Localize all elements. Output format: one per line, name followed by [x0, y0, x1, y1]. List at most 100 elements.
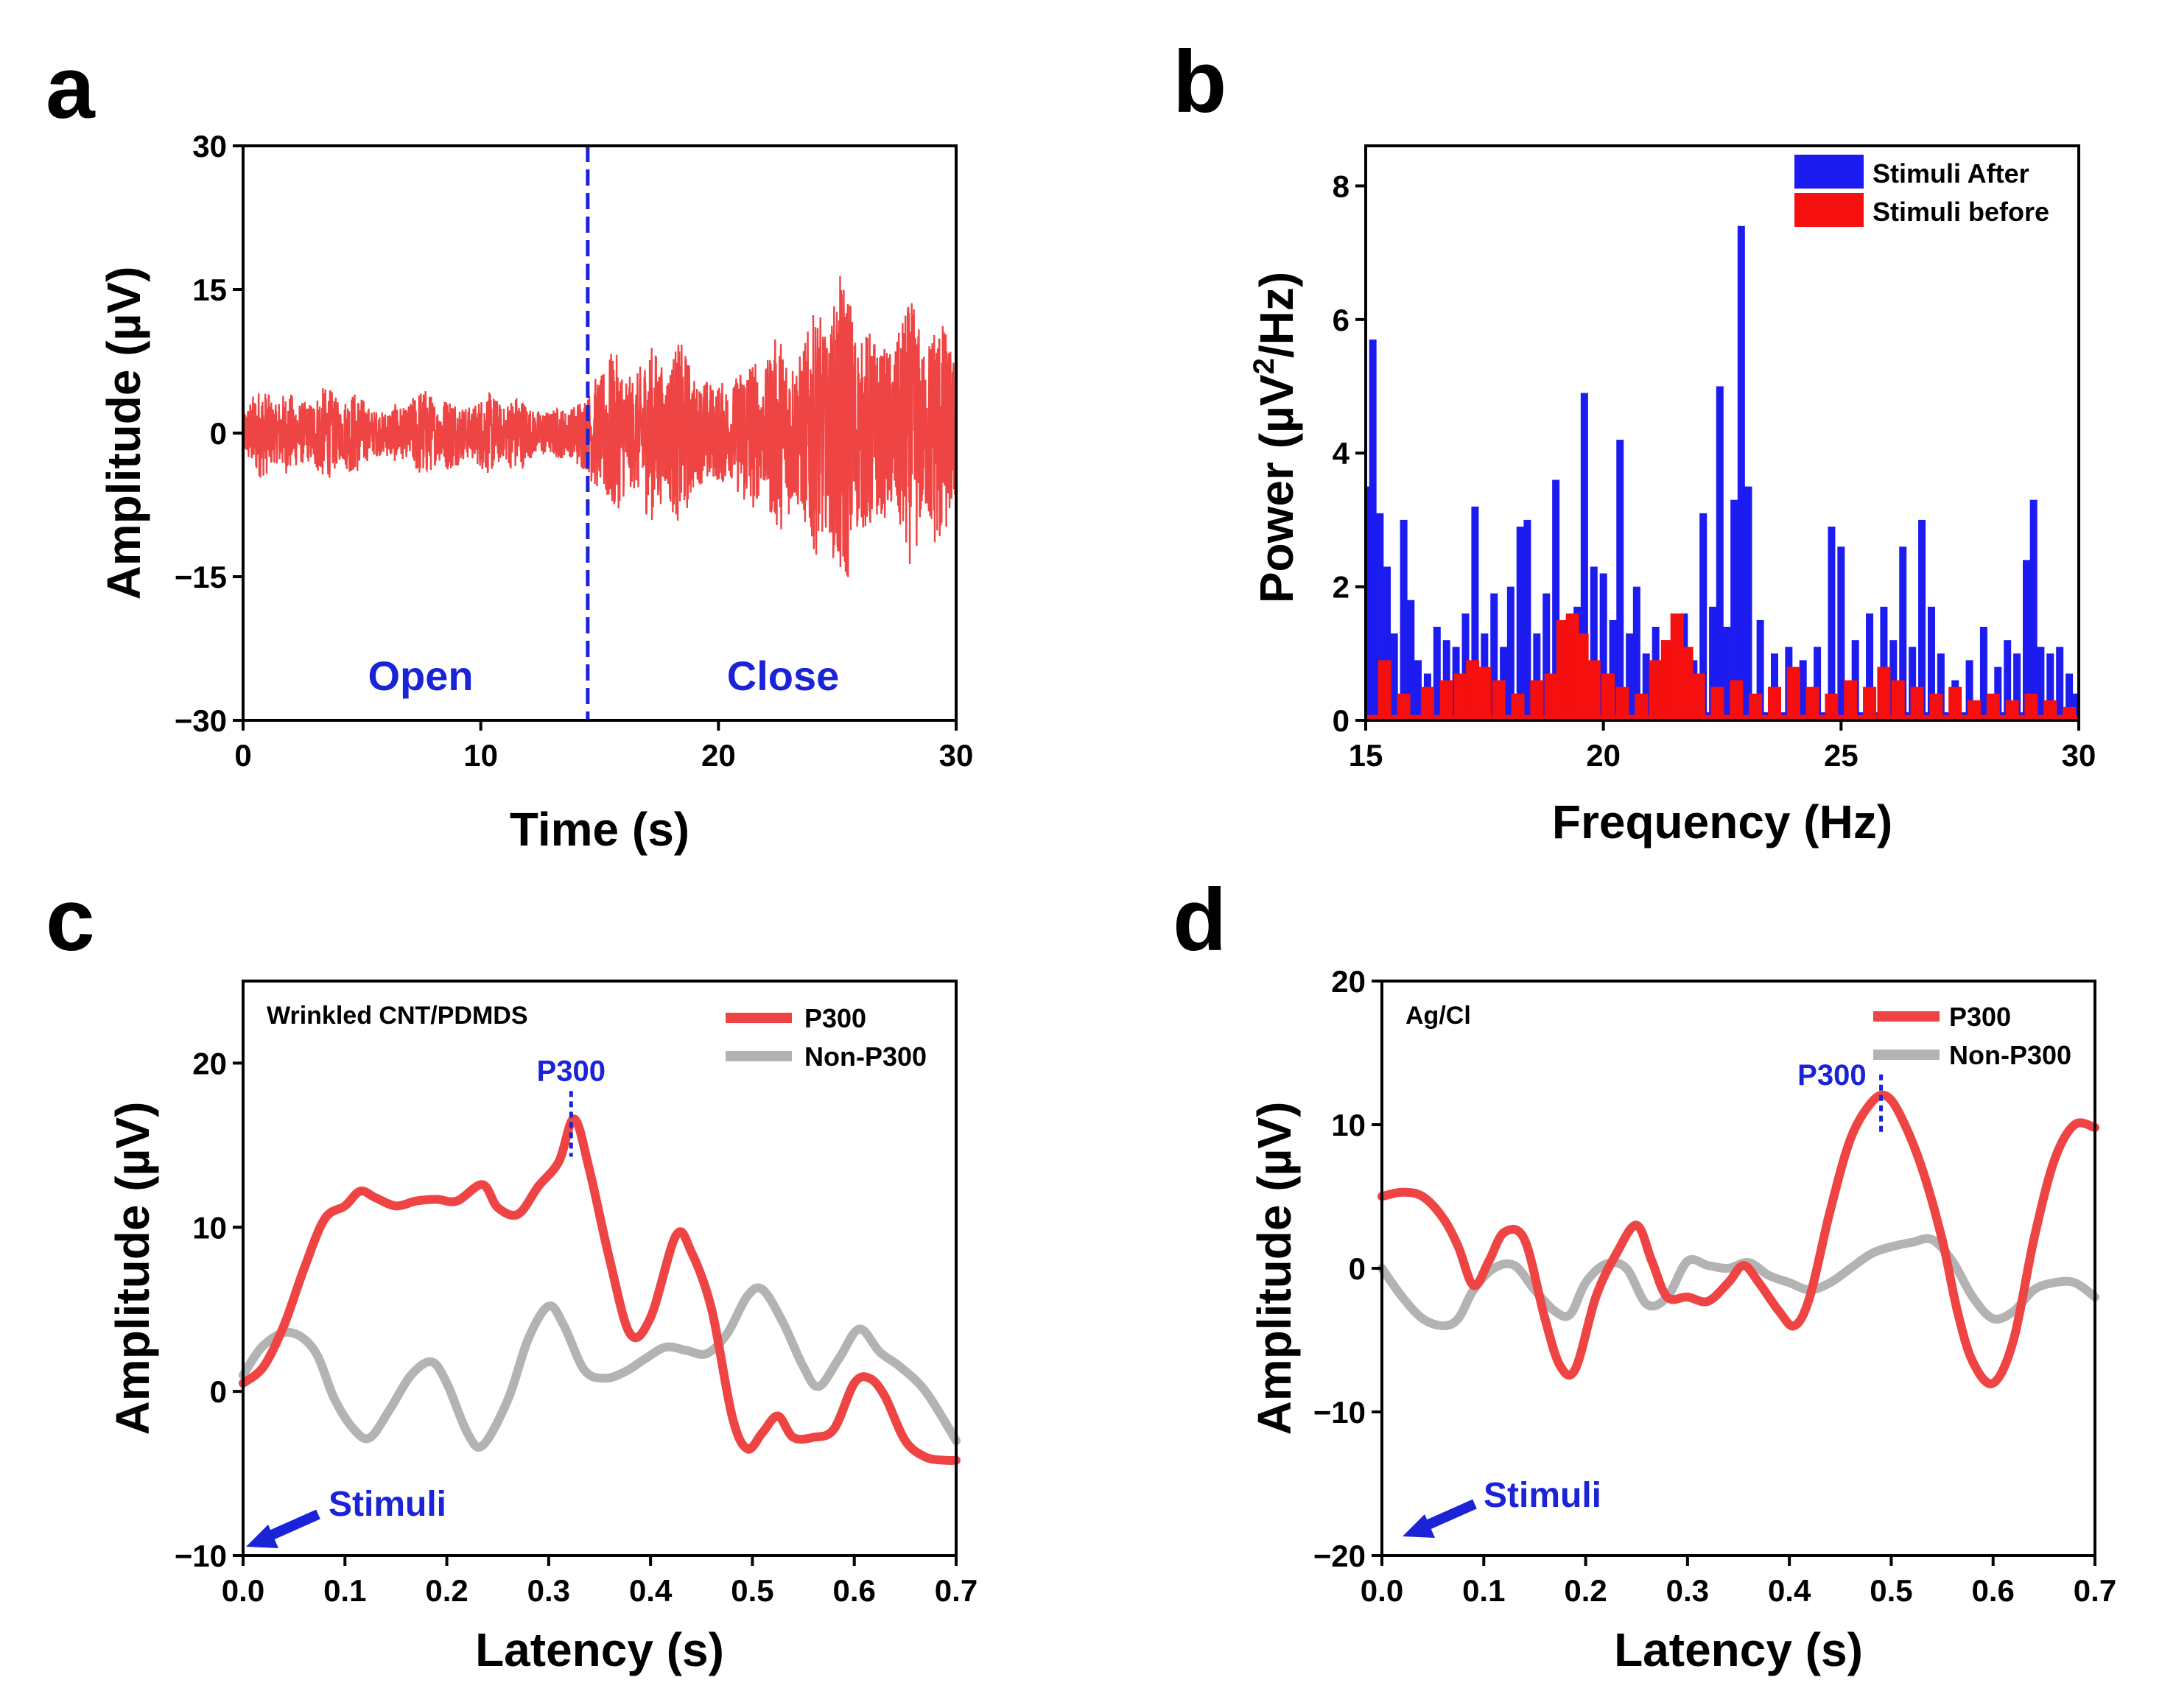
bar-before — [1968, 700, 1982, 720]
bar-after — [1723, 627, 1731, 720]
c-x-tick-label: 0.0 — [222, 1573, 264, 1608]
d-x-tick-label: 0.1 — [1462, 1573, 1505, 1608]
panel-c-legend: P300 Non-P300 — [726, 1003, 927, 1072]
bar-after — [1506, 586, 1515, 720]
bar-after — [1814, 647, 1822, 720]
d-y-tick-label: 0 — [1349, 1251, 1366, 1286]
arrow-shaft-c — [263, 1509, 320, 1543]
a-y-tick-label: 0 — [210, 416, 227, 451]
bar-after — [1730, 499, 1738, 720]
b-x-tick-label: 20 — [1586, 738, 1621, 773]
bar-after — [1407, 600, 1415, 720]
bar-after — [1979, 627, 1987, 720]
bar-after — [1918, 519, 1926, 720]
bar-before — [1767, 686, 1781, 720]
c-x-tick-label: 0.5 — [731, 1573, 773, 1608]
bar-before — [1910, 686, 1924, 720]
d-y-tick-label: 10 — [1331, 1108, 1366, 1142]
panel-a-close-label: Close — [727, 653, 840, 699]
panel-a-plot-area — [242, 146, 958, 720]
bar-before — [1786, 667, 1800, 720]
bar-before — [2043, 700, 2057, 720]
bar-before — [1805, 686, 1819, 720]
bar-after — [1471, 506, 1479, 720]
bar-before — [1454, 673, 1468, 720]
c-x-tick-label: 0.1 — [323, 1573, 366, 1608]
panel-d-plot-area — [1377, 1074, 2099, 1388]
a-x-tick-label: 10 — [463, 738, 498, 773]
bar-after — [1461, 613, 1470, 720]
bar-after — [2004, 640, 2012, 720]
c-x-tick-label: 0.7 — [935, 1573, 978, 1608]
bar-before — [1492, 680, 1506, 720]
bar-before — [2063, 706, 2077, 720]
c-line-non-p300 — [239, 1283, 961, 1452]
c-y-tick-label: 10 — [192, 1210, 227, 1245]
bar-after — [1828, 526, 1836, 720]
panel-c-stimuli-arrow — [246, 1509, 320, 1548]
panel-c-sample-label: Wrinkled CNT/PDMDS — [267, 1002, 528, 1030]
bar-before — [1877, 667, 1891, 720]
bar-after — [1837, 547, 1845, 720]
b-x-tick-label: 15 — [1349, 738, 1383, 773]
legend-swatch-before — [1794, 193, 1864, 227]
bar-after — [1400, 519, 1408, 720]
bar-after — [1927, 606, 1935, 720]
bar-before — [1891, 680, 1905, 720]
bar-after — [1716, 386, 1724, 720]
legend-label-before: Stimuli before — [1873, 197, 2049, 227]
bar-before — [1986, 693, 2000, 720]
bar-after — [1642, 653, 1650, 720]
panel-letter-d: d — [1173, 871, 1226, 969]
panel-c-y-axis-title: Amplitude (µV) — [106, 1102, 159, 1435]
a-x-tick-label: 30 — [939, 738, 974, 773]
d-line-non-p300 — [1377, 1234, 2099, 1330]
c-x-tick-label: 0.6 — [833, 1573, 876, 1608]
bar-after — [1533, 633, 1541, 720]
panel-b-y-ticks: 0 2 4 6 8 — [1333, 169, 1366, 738]
bar-before — [1439, 680, 1453, 720]
legend-label-after: Stimuli After — [1873, 158, 2029, 189]
c-y-tick-label: −10 — [175, 1539, 227, 1573]
a-y-tick-label: −30 — [175, 703, 227, 738]
panel-letter-a: a — [46, 38, 96, 137]
arrow-shaft-d — [1419, 1499, 1477, 1533]
bar-after — [2056, 647, 2064, 720]
b-y-tick-label: 2 — [1333, 570, 1350, 605]
bar-before — [1929, 693, 1943, 720]
a-y-tick-label: 30 — [192, 129, 227, 164]
b-y-tick-label: 6 — [1333, 303, 1350, 337]
bar-before — [1615, 686, 1629, 720]
panel-d-y-axis-title: Amplitude (µV) — [1248, 1102, 1301, 1435]
arrow-head-d — [1403, 1514, 1435, 1538]
bar-after — [1737, 225, 1745, 720]
bar-before — [1649, 660, 1663, 720]
bar-after — [1523, 519, 1531, 720]
d-y-tick-label: −20 — [1313, 1539, 1366, 1573]
bar-after — [1709, 606, 1717, 720]
c-x-tick-label: 0.3 — [527, 1573, 570, 1608]
bar-after — [1390, 633, 1398, 720]
panel-d-x-ticks: 0.0 0.1 0.2 0.3 0.4 0.5 0.6 0.7 — [1361, 1556, 2116, 1608]
bar-before — [1575, 633, 1589, 720]
bar-after — [1909, 647, 1917, 720]
bar-after — [1756, 619, 1764, 720]
panel-c-stimuli-label: Stimuli — [329, 1485, 446, 1524]
bar-before — [1466, 660, 1480, 720]
d-x-tick-label: 0.5 — [1870, 1573, 1912, 1608]
bar-after — [1937, 653, 1945, 720]
legend-label-p300: P300 — [804, 1003, 866, 1033]
bar-after — [1364, 486, 1372, 720]
bar-after — [1376, 513, 1384, 720]
bar-after — [1965, 660, 1973, 720]
d-y-tick-label: 20 — [1331, 964, 1366, 999]
bar-after — [1616, 440, 1624, 720]
panel-a-y-axis-title: Amplitude (µV) — [97, 267, 150, 600]
bar-before — [2005, 700, 2019, 720]
legend-label-non-p300: Non-P300 — [804, 1041, 927, 1072]
bar-after — [1369, 340, 1377, 720]
panel-d-sample-label: Ag/Cl — [1405, 1002, 1471, 1030]
a-y-tick-label: −15 — [175, 560, 227, 594]
panel-d-peak-label: P300 — [1797, 1059, 1866, 1092]
